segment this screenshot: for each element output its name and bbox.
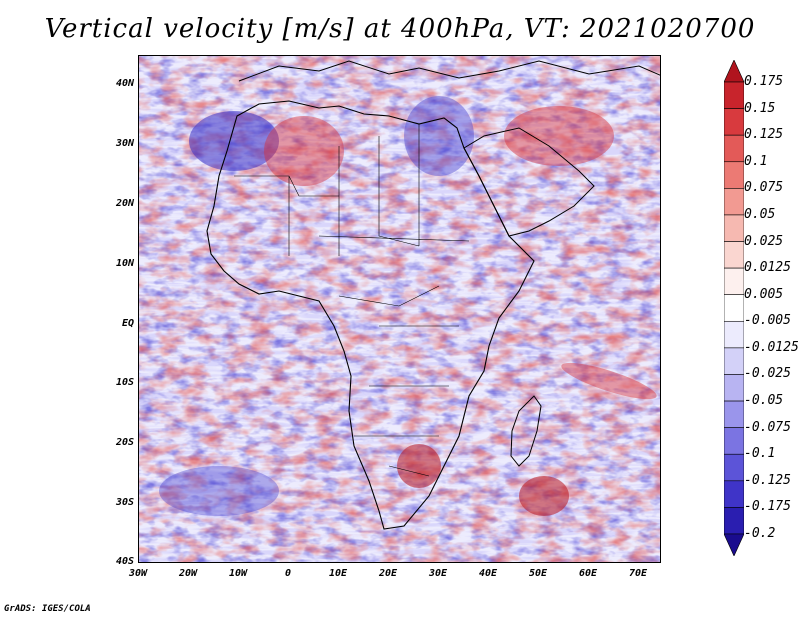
colorbar-box	[724, 188, 744, 216]
colorbar-box	[724, 480, 744, 508]
colorbar-label: -0.075	[744, 419, 791, 435]
colorbar-box	[724, 241, 744, 269]
red-patch-arabia	[504, 106, 614, 166]
lat-label-40s: 40S	[115, 556, 134, 567]
colorbar-label: 0.05	[744, 206, 776, 222]
lat-label-10s: 10S	[115, 377, 134, 388]
colorbar-label: -0.0125	[744, 339, 799, 355]
lat-label-30n: 30N	[115, 138, 134, 149]
lon-label-10e: 10E	[328, 568, 348, 579]
colorbar	[724, 60, 744, 556]
velocity-field-map	[139, 56, 660, 562]
colorbar-label: -0.05	[744, 393, 784, 409]
colorbar-box	[724, 81, 744, 109]
colorbar-label: -0.1	[744, 446, 776, 462]
colorbar-box	[724, 507, 744, 535]
colorbar-box	[724, 453, 744, 482]
colorbar-box	[724, 214, 744, 242]
lat-label-20n: 20N	[115, 198, 134, 209]
lon-label-0: 0	[284, 568, 292, 579]
africa-coastline	[206, 100, 535, 530]
lon-label-30w: 30W	[128, 568, 148, 579]
country-borders	[234, 124, 470, 477]
footer-credit: GrADS: IGES/COLA	[4, 604, 91, 614]
lon-label-50e: 50E	[528, 568, 548, 579]
colorbar-label: -0.175	[744, 499, 791, 515]
colorbar-label: -0.2	[744, 526, 776, 541]
colorbar-label: 0.025	[744, 233, 784, 249]
madagascar-coastline	[510, 395, 542, 467]
map-title: Vertical velocity [m/s] at 400hPa, VT: 2…	[44, 14, 756, 44]
colorbar-box	[724, 347, 744, 375]
lat-label-10n: 10N	[115, 258, 134, 269]
arabia-coastline	[463, 127, 595, 237]
blue-patch-south-atlantic	[159, 466, 279, 516]
red-band-indian-ocean	[561, 362, 657, 400]
colorbar-label: -0.125	[744, 472, 791, 488]
lon-label-10w: 10W	[228, 568, 248, 579]
blue-patch-egypt	[404, 96, 474, 176]
lon-label-70e: 70E	[628, 568, 648, 579]
colorbar-box	[724, 374, 744, 402]
colorbar-top-arrow	[724, 60, 744, 83]
red-patch-southern-africa	[397, 444, 441, 488]
colorbar-box	[724, 400, 744, 428]
colorbar-box	[724, 161, 744, 189]
colorbar-label: -0.005	[744, 313, 791, 329]
lat-label-30s: 30S	[115, 497, 134, 508]
lat-label-eq: EQ	[121, 318, 134, 329]
colorbar-box	[724, 134, 744, 163]
europe-coastline	[238, 60, 660, 82]
colorbar-box	[724, 108, 744, 136]
colorbar-bottom-arrow	[724, 533, 744, 556]
colorbar-label: 0.005	[744, 286, 784, 302]
colorbar-label: -0.025	[744, 366, 791, 382]
blue-patch-nw-africa	[189, 111, 279, 171]
lon-label-20e: 20E	[378, 568, 398, 579]
colorbar-label: 0.0125	[744, 260, 791, 276]
colorbar-label: 0.1	[744, 153, 768, 169]
lat-label-20s: 20S	[115, 437, 134, 448]
red-patch-sahara	[264, 116, 344, 186]
colorbar-box	[724, 320, 744, 349]
colorbar-box	[724, 267, 744, 296]
colorbar-box	[724, 427, 744, 455]
colorbar-label: 0.125	[744, 127, 784, 143]
lon-label-40e: 40E	[478, 568, 498, 579]
colorbar-label: 0.175	[744, 74, 784, 89]
map-plot-area	[138, 55, 661, 563]
red-patch-indian-ocean	[519, 476, 569, 516]
colorbar-box	[724, 294, 744, 322]
lon-label-30e: 30E	[428, 568, 448, 579]
lon-label-20w: 20W	[178, 568, 198, 579]
colorbar-label: 0.15	[744, 100, 776, 116]
lat-label-40n: 40N	[115, 78, 134, 89]
colorbar-label: 0.075	[744, 180, 784, 196]
lon-label-60e: 60E	[578, 568, 598, 579]
